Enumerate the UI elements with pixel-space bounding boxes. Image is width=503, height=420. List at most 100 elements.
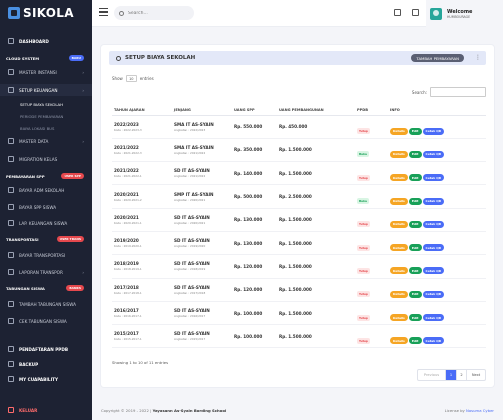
print-qr-button[interactable]: Cetak QR bbox=[422, 220, 445, 228]
sidebar-item-label: TABUNGAN SISWA bbox=[6, 285, 45, 291]
print-qr-button[interactable]: Cetak QR bbox=[422, 314, 445, 322]
sidebar-item-keluar[interactable]: KELUAR bbox=[0, 404, 92, 416]
sidebar-item-bayar-transportasi[interactable]: BAYAR TRANSPORTASI bbox=[0, 249, 92, 261]
chevron-icon: › bbox=[82, 69, 84, 75]
table-row: 2021/2022 Kode : 2021-2022-3 SMA IT AS-SYA… bbox=[112, 138, 486, 163]
details-button[interactable]: Details bbox=[390, 150, 408, 158]
spp-amount: Rp. 140.000 bbox=[234, 170, 263, 176]
license-text: License by bbox=[444, 407, 465, 413]
edit-button[interactable]: Edit bbox=[408, 314, 422, 322]
details-button[interactable]: Details bbox=[390, 337, 408, 345]
print-qr-button[interactable]: Cetak QR bbox=[422, 244, 445, 252]
global-search[interactable] bbox=[114, 6, 194, 20]
sidebar-item-bayar-spp-siswa[interactable]: BAYAR SPP SISWA bbox=[0, 201, 92, 213]
sidebar-item-biaya-lokasi-bus[interactable]: BIAYA LOKASI BUS bbox=[0, 122, 92, 134]
nav-badge: BANKS bbox=[66, 285, 84, 291]
column-header[interactable]: TAHUN AJARAN bbox=[112, 105, 172, 116]
user-menu[interactable]: Welcome HUMBOURAGE bbox=[426, 0, 503, 27]
edit-button[interactable]: Edit bbox=[408, 127, 422, 135]
sidebar-item-cek-tabungan-siswa[interactable]: CEK TABUNGAN SISWA bbox=[0, 315, 92, 327]
table-search-input[interactable] bbox=[430, 87, 486, 97]
sidebar-item-periode-pembayaran[interactable]: PERIODE PEMBAYARAN bbox=[0, 110, 92, 122]
print-qr-button[interactable]: Cetak QR bbox=[422, 337, 445, 345]
pagination-next[interactable]: Next bbox=[471, 373, 481, 377]
pagination-page-2[interactable]: 2 bbox=[457, 370, 467, 380]
license-link[interactable]: Nosuma Cyber bbox=[466, 407, 494, 413]
sidebar-item-lap-keuangan-siswa[interactable]: LAP. KEUANGAN SISWA bbox=[0, 217, 92, 229]
details-button[interactable]: Details bbox=[390, 290, 408, 298]
building-fee: Rp. 1.500.000 bbox=[279, 217, 312, 223]
column-header[interactable]: PPDB bbox=[355, 105, 388, 116]
logo[interactable]: SIKOLA bbox=[0, 0, 92, 26]
cohort: Angkatan : 2017/2018 bbox=[174, 290, 206, 295]
edit-button[interactable]: Edit bbox=[408, 244, 422, 252]
edit-button[interactable]: Edit bbox=[408, 150, 422, 158]
sidebar-item-migration-kelas[interactable]: MIGRATION KELAS bbox=[0, 153, 92, 165]
building-fee: Rp. 1.500.000 bbox=[279, 310, 312, 316]
sidebar-item-laporan-transpor[interactable]: LAPORAN TRANSPOR › bbox=[0, 266, 92, 278]
details-button[interactable]: Details bbox=[390, 314, 408, 322]
details-button[interactable]: Details bbox=[390, 174, 408, 182]
sidebar-item-pendaftaran-ppdb[interactable]: PENDAFTARAN PPDB bbox=[0, 343, 92, 355]
cohort: Angkatan : 2018/2019 bbox=[174, 267, 206, 272]
sidebar-item-tambah-tabungan-siswa[interactable]: TAMBAH TABUNGAN SISWA bbox=[0, 298, 92, 310]
column-header[interactable]: JENJANG bbox=[172, 105, 232, 116]
ppdb-status-badge: Tutup bbox=[357, 221, 370, 228]
sidebar-item-label: CEK TABUNGAN SISWA bbox=[19, 318, 67, 324]
cohort: Angkatan : 2020/2021 bbox=[174, 197, 206, 202]
ppdb-status-badge: Tutup bbox=[357, 337, 370, 344]
hamburger-menu-icon[interactable] bbox=[99, 8, 108, 16]
grid-icon[interactable] bbox=[394, 9, 401, 16]
print-qr-button[interactable]: Cetak QR bbox=[422, 290, 445, 298]
column-header[interactable]: INFO bbox=[388, 105, 486, 116]
sidebar-item-label: BAYAR TRANSPORTASI bbox=[19, 252, 66, 258]
edit-button[interactable]: Edit bbox=[408, 174, 422, 182]
edit-button[interactable]: Edit bbox=[408, 197, 422, 205]
edit-button[interactable]: Edit bbox=[408, 220, 422, 228]
column-header[interactable]: UANG PEMBANGUNAN bbox=[277, 105, 355, 116]
fullscreen-icon[interactable] bbox=[412, 9, 419, 16]
sidebar-item-label: PERIODE PEMBAYARAN bbox=[20, 113, 64, 119]
print-qr-button[interactable]: Cetak QR bbox=[422, 174, 445, 182]
details-button[interactable]: Details bbox=[390, 220, 408, 228]
sidebar-item-transportasi: TRANSPORTASI USER TRANS bbox=[0, 233, 92, 245]
print-qr-button[interactable]: Cetak QR bbox=[422, 197, 445, 205]
sidebar-item-my-cuapability[interactable]: MY CUAPABILITY bbox=[0, 373, 92, 385]
fee-table: TAHUN AJARAN JENJANG UANG SPP UANG PEMBANGU… bbox=[112, 105, 486, 349]
show-entries: Show 10 entries bbox=[112, 75, 154, 82]
global-search-input[interactable] bbox=[128, 10, 188, 16]
details-button[interactable]: Details bbox=[390, 197, 408, 205]
spp-amount: Rp. 350.000 bbox=[234, 147, 263, 153]
edit-button[interactable]: Edit bbox=[408, 267, 422, 275]
print-qr-button[interactable]: Cetak QR bbox=[422, 127, 445, 135]
building-fee: Rp. 2.500.000 bbox=[279, 194, 312, 200]
sidebar-item-setup-keuangan[interactable]: SETUP KEUANGAN › bbox=[0, 84, 92, 96]
top-header: Welcome HUMBOURAGE bbox=[92, 0, 503, 27]
details-button[interactable]: Details bbox=[390, 127, 408, 135]
entries-select[interactable]: 10 bbox=[125, 75, 137, 82]
pagination-previous[interactable]: Previous bbox=[418, 370, 446, 380]
table-row: 2021/2022 Kode : 2021-2022-1 SD IT AS-SYAI… bbox=[112, 161, 486, 186]
edit-button[interactable]: Edit bbox=[408, 337, 422, 345]
sidebar-item-dashboard[interactable]: DASHBOARD bbox=[0, 35, 92, 47]
nav-badge: BARU bbox=[68, 55, 84, 61]
print-qr-button[interactable]: Cetak QR bbox=[422, 267, 445, 275]
sidebar-item-backup[interactable]: BACKUP bbox=[0, 358, 92, 370]
school-year: 2021/2022 bbox=[114, 144, 139, 150]
sidebar-item-label: TAMBAH TABUNGAN SISWA bbox=[19, 301, 76, 307]
level-name: SMP IT AS-SYAIN bbox=[174, 191, 214, 197]
edit-button[interactable]: Edit bbox=[408, 290, 422, 298]
sidebar-item-setup-biaya-sekolah[interactable]: SETUP BIAYA SEKOLAH bbox=[0, 98, 92, 110]
column-header[interactable]: UANG SPP bbox=[232, 105, 277, 116]
print-qr-button[interactable]: Cetak QR bbox=[422, 150, 445, 158]
details-button[interactable]: Details bbox=[390, 267, 408, 275]
details-button[interactable]: Details bbox=[390, 244, 408, 252]
sidebar-item-label: KELUAR bbox=[19, 407, 38, 413]
pagination-page-1[interactable]: 1 bbox=[446, 370, 457, 380]
more-options-icon[interactable]: ⋮ bbox=[475, 54, 481, 61]
sidebar-item-bayar-adm-sekolah[interactable]: BAYAR ADM SEKOLAH bbox=[0, 184, 92, 196]
sidebar-item-master-data[interactable]: MASTER DATA › bbox=[0, 135, 92, 147]
sidebar-item-master-instansi[interactable]: MASTER INSTANSI › bbox=[0, 66, 92, 78]
sidebar-item-tabungan-siswa: TABUNGAN SISWA BANKS bbox=[0, 282, 92, 294]
add-payment-button[interactable]: TAMBAH PEMBAYARAN bbox=[411, 54, 464, 62]
